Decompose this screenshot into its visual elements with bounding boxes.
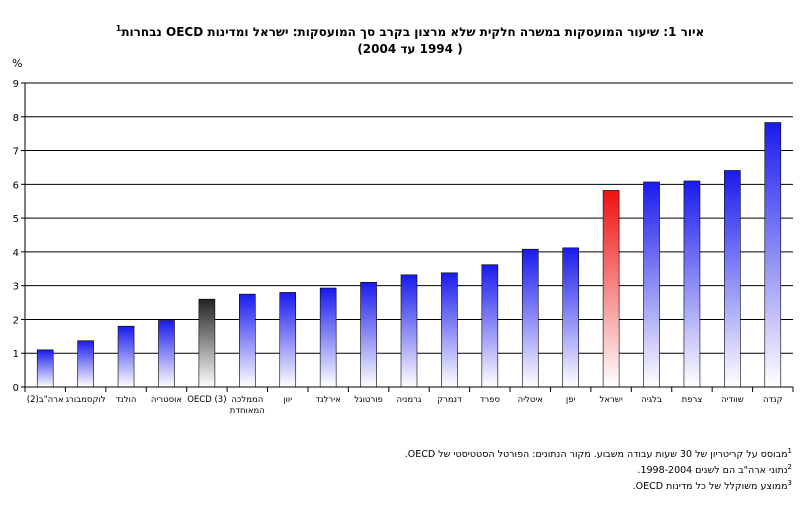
chart-title-text: איור 1: שיעור המועסקות במשרה חלקית שלא מ…	[121, 25, 705, 39]
chart-title-footnote-mark: 1	[115, 24, 122, 33]
x-tick-label: (3) OECD	[187, 395, 226, 405]
x-tick-label: הממלכה המאוחדת	[230, 395, 265, 416]
y-tick-label: 5	[13, 214, 19, 225]
bar	[36, 349, 54, 388]
bar-chart: % 0 1 2 3 4 5 6 7 8 9 ארה"ב(2) לוקסמבורג הולנד אוסטר…	[12, 57, 794, 416]
x-tick-label: דנמרק	[437, 395, 462, 405]
y-tick-label: 0	[13, 383, 19, 394]
bar	[279, 292, 297, 388]
bar	[683, 180, 701, 388]
footnotes: 1מבוסס על קריטריון של 30 שעות עבודה משבו…	[232, 445, 792, 493]
footnote: 3ממוצע משוקלל של כל מדינות OECD.	[232, 477, 792, 493]
bars	[36, 122, 782, 388]
y-tick-label: 9	[13, 79, 19, 90]
chart-title: איור 1: שיעור המועסקות במשרה חלקית שלא מ…	[60, 20, 760, 58]
bar	[77, 340, 94, 388]
x-tick-label: קנדה	[763, 395, 783, 405]
x-tick-label: ספרד	[480, 395, 501, 405]
bar	[602, 190, 620, 388]
bar	[117, 325, 135, 388]
bar	[521, 248, 539, 388]
footnote: 2נתוני ארה"ב הם לשנים 1998-2004.	[232, 461, 792, 477]
x-tick-label: איטליה	[518, 395, 543, 405]
x-tick-label: לוקסמבורג	[66, 395, 106, 405]
x-tick-label: ישראל	[599, 395, 622, 405]
y-tick-labels: 0 1 2 3 4 5 6 7 8 9	[13, 79, 19, 394]
bar	[239, 293, 256, 388]
footnote-mark: 3	[787, 479, 792, 488]
y-tick-label: 4	[13, 248, 19, 259]
x-tick-label: גרמניה	[397, 395, 422, 405]
x-tick-label: בלגיה	[641, 395, 662, 405]
x-tick-label: אירלנד	[316, 395, 341, 405]
bar	[562, 247, 579, 388]
y-tick-label: 3	[13, 282, 19, 293]
bar	[643, 181, 660, 388]
chart-title-line1: איור 1: שיעור המועסקות במשרה חלקית שלא מ…	[60, 20, 760, 41]
footnote-text: ממוצע משוקלל של כל מדינות OECD.	[632, 481, 788, 493]
footnote-text: מבוסס על קריטריון של 30 שעות עבודה משבוע…	[404, 449, 788, 461]
footnote: 1מבוסס על קריטריון של 30 שעות עבודה משבו…	[232, 445, 792, 461]
y-tick-label: 7	[13, 147, 19, 158]
x-tick-label: אוסטריה	[151, 395, 182, 405]
bar	[360, 281, 377, 388]
x-tick-label: ארה"ב(2)	[27, 395, 64, 405]
footnote-mark: 1	[787, 447, 792, 455]
y-tick-label: 2	[13, 315, 19, 326]
bar	[400, 274, 418, 388]
x-tick-label: פורטוגל	[354, 395, 383, 405]
bar	[481, 264, 499, 388]
chart-title-line2: ( 1994 עד 2004)	[357, 42, 463, 56]
bar	[764, 122, 782, 388]
x-tick-labels: ארה"ב(2) לוקסמבורג הולנד אוסטריה (3) OECD הממ…	[27, 395, 783, 416]
axes	[21, 82, 794, 392]
y-tick-label: 6	[13, 180, 19, 191]
footnote-mark: 2	[787, 463, 792, 472]
x-tick-label: הולנד	[116, 395, 137, 405]
y-axis-unit-label: %	[12, 57, 22, 70]
bar	[319, 287, 337, 388]
x-tick-label: צרפת	[682, 395, 703, 405]
x-tick-label: יפן	[566, 395, 576, 405]
x-tick-label: יוון	[283, 395, 292, 405]
bar	[198, 298, 216, 388]
bar	[724, 170, 741, 388]
bar	[441, 272, 458, 388]
footnote-text: נתוני ארה"ב הם לשנים 1998-2004.	[637, 465, 788, 477]
y-tick-label: 1	[13, 349, 19, 360]
y-tick-label: 8	[13, 113, 19, 124]
x-tick-label: שוודיה	[721, 395, 744, 405]
bar	[158, 320, 175, 388]
